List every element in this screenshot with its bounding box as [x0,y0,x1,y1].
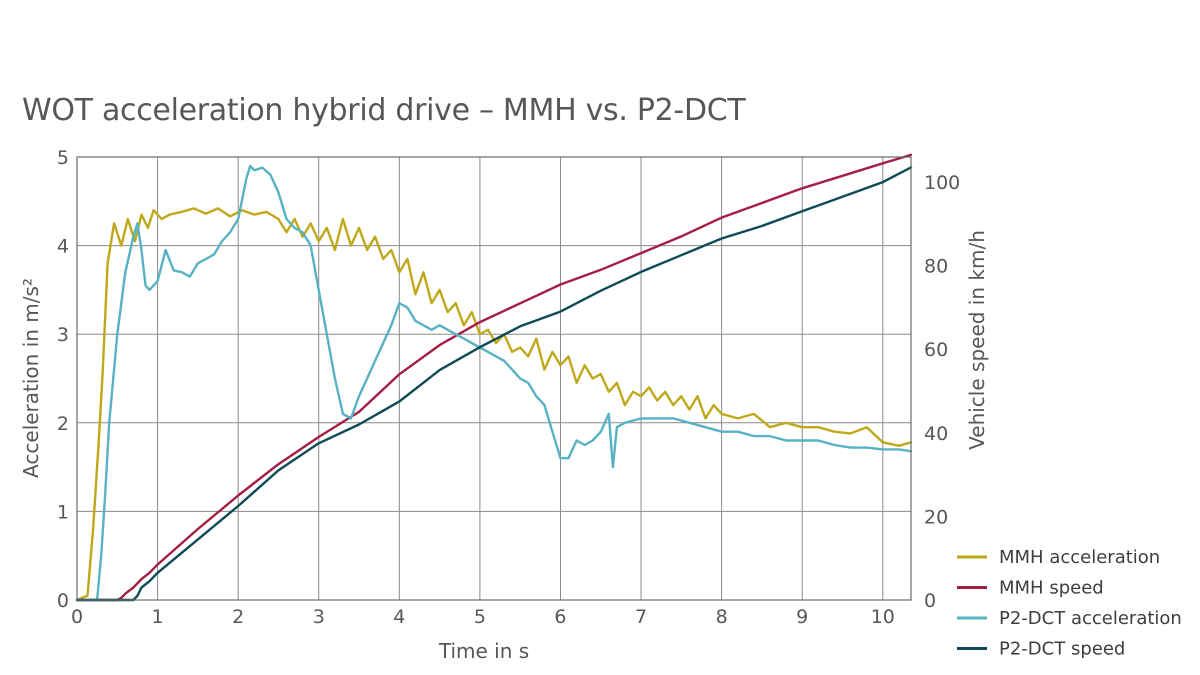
legend: MMH acceleration MMH speed P2-DCT accelera… [957,547,1182,660]
series-layer [75,153,913,602]
x-tick-label: 0 [71,606,83,628]
series-line-mmh-speed [75,153,913,602]
chart-title: WOT acceleration hybrid drive – MMH vs. … [22,93,746,128]
legend-label-mmh-acceleration: MMH acceleration [999,547,1160,568]
x-tick-label: 1 [152,606,164,628]
series-line-mmh-acceleration [75,207,913,602]
x-tick-label: 8 [716,606,728,628]
x-tick-label: 7 [635,606,647,628]
y-axis-title-right: Vehicle speed in km/h [965,230,989,450]
plot-frame [76,156,912,601]
y-tick-label-left: 5 [57,147,69,169]
y-tick-label-right: 0 [924,590,936,612]
legend-label-p2-dct-speed: P2-DCT speed [999,639,1125,660]
x-tick-label: 6 [554,606,566,628]
plot-area-border [76,156,912,601]
y-tick-label-left: 4 [57,236,69,258]
x-tick-label: 4 [393,606,405,628]
y-tick-label-right: 40 [924,423,948,445]
y-tick-label-right: 20 [924,506,948,528]
y-tick-label-right: 100 [924,172,960,194]
y-tick-label-left: 0 [57,590,69,612]
y-tick-label-left: 3 [57,324,69,346]
legend-label-p2-dct-acceleration: P2-DCT acceleration [999,608,1182,629]
grid-layer [77,157,911,600]
y-axis-title-left: Acceleration in m/s² [19,278,43,478]
y-tick-label-left: 2 [57,413,69,435]
x-tick-label: 3 [313,606,325,628]
x-tick-label: 9 [796,606,808,628]
y-tick-label-right: 80 [924,256,948,278]
series-line-p2-dct-acceleration [75,164,913,602]
y-tick-label-left: 1 [57,501,69,523]
x-axis-title: Time in s [438,639,529,663]
x-tick-label: 10 [871,606,895,628]
series-line-p2-dct-speed [75,166,913,602]
x-tick-label: 2 [232,606,244,628]
legend-label-mmh-speed: MMH speed [999,578,1104,599]
x-tick-label: 5 [474,606,486,628]
y-tick-label-right: 60 [924,339,948,361]
